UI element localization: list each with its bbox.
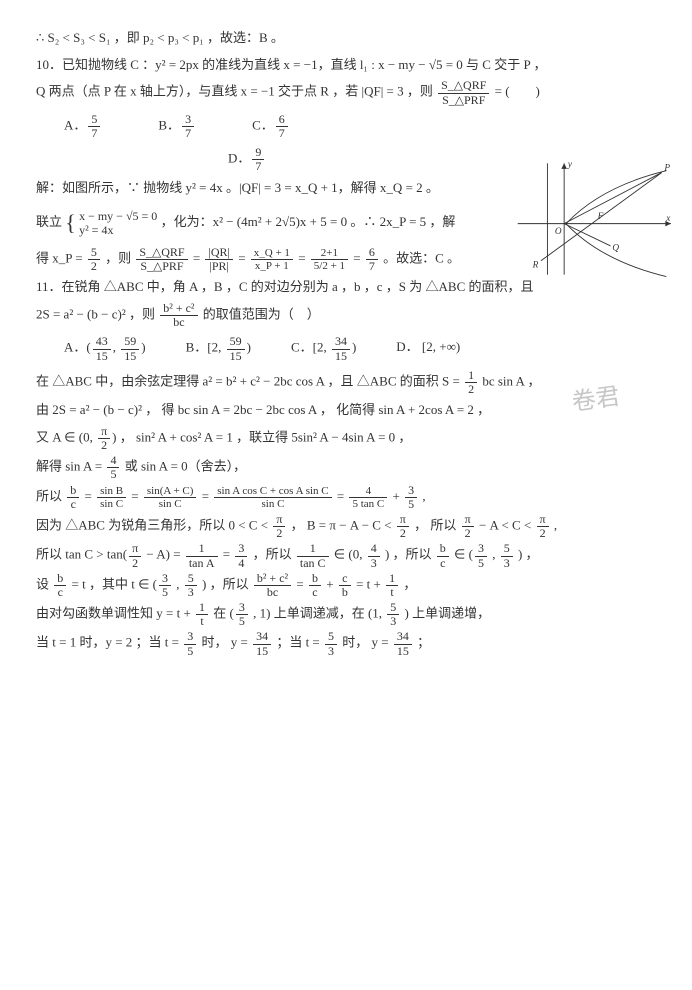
q11-sol-f: 由对勾函数单调性知 y = t + 1t 在 (35 , 1) 上单调递减，在 … bbox=[36, 601, 656, 628]
fig-label-F: F bbox=[597, 212, 604, 222]
q11-sol-a1: 在 △ABC 中，由余弦定理得 a² = b² + c² − 2bc cos A… bbox=[36, 369, 656, 396]
q11-sol-c: 因为 △ABC 为锐角三角形，所以 0 < C < π2 ， B = π − A… bbox=[36, 513, 656, 540]
q11-sol-g: 当 t = 1 时，y = 2 ；当 t = 35 时， y = 3415 ；当… bbox=[36, 630, 656, 657]
q10-stem-line1: 10．已知抛物线 C ：y² = 2px 的准线为直线 x = −1，直线 l₁… bbox=[36, 53, 656, 78]
q10-stem2-b: = ( ) bbox=[495, 84, 540, 99]
q11-optA: A．(4315, 5915) bbox=[64, 335, 146, 362]
union-label: 联立 bbox=[36, 214, 62, 229]
q11-sol-a3: 又 A ∈ (0, π2) ， sin² A + cos² A = 1 ，联立得… bbox=[36, 425, 656, 452]
q11-sol-a2: 由 2S = a² − (b − c)² ， 得 bc sin A = 2bc … bbox=[36, 398, 656, 423]
union-eq-top: x − my − √5 = 0 bbox=[79, 209, 157, 223]
q10-optA: A．57 bbox=[64, 113, 102, 140]
fig-label-R: R bbox=[532, 260, 539, 270]
q11-optB: B．[2, 5915) bbox=[186, 335, 251, 362]
q10-stem-line2: Q 两点（点 P 在 x 轴上方），与直线 x = −1 交于点 R ，若 |Q… bbox=[36, 79, 656, 106]
q11-sol-b: 所以 bc = sin Bsin C = sin(A + C)sin C = s… bbox=[36, 484, 656, 511]
q11-sol-d: 所以 tan C > tan(π2 − A) = 1tan A = 34 ，所以… bbox=[36, 542, 656, 569]
fig-label-O: O bbox=[555, 227, 562, 237]
fig-label-x: x bbox=[665, 214, 671, 224]
q10-optC: C．67 bbox=[252, 113, 290, 140]
q10-figure: y x O F P Q R bbox=[502, 154, 682, 284]
q11-stem-line2: 2S = a² − (b − c)² ，则 b² + c²bc 的取值范围为（ … bbox=[36, 302, 656, 329]
q10-stem2-a: Q 两点（点 P 在 x 轴上方），与直线 x = −1 交于点 R ，若 |Q… bbox=[36, 84, 436, 99]
fig-label-Q: Q bbox=[612, 244, 619, 254]
q10-stem-frac: S_△QRFS_△PRF bbox=[438, 79, 489, 106]
q11-sol-a4: 解得 sin A = 45 或 sin A = 0（舍去）， bbox=[36, 454, 656, 481]
q11-optD: D． [2, +∞) bbox=[396, 335, 460, 362]
q11-sol-e: 设 bc = t ，其中 t ∈ (35 , 53 ) ，所以 b² + c²b… bbox=[36, 572, 656, 599]
q10-options-row1: A．57 B．37 C．67 bbox=[64, 113, 656, 140]
union-rest: ，化为：x² − (4m² + 2√5)x + 5 = 0 。∴ 2x_P = … bbox=[161, 214, 456, 229]
q10-optB: B．37 bbox=[158, 113, 196, 140]
intro-conclusion: ∴ S₂ < S₃ < S₁ ，即 p₂ < p₃ < p₁ ，故选：B 。 bbox=[36, 26, 656, 51]
fig-label-P: P bbox=[663, 164, 670, 174]
fig-label-y: y bbox=[567, 160, 573, 170]
q11-optC: C．[2, 3415) bbox=[291, 335, 356, 362]
q11-options: A．(4315, 5915) B．[2, 5915) C．[2, 3415) D… bbox=[64, 335, 656, 362]
union-eq-bot: y² = 4x bbox=[79, 223, 157, 237]
